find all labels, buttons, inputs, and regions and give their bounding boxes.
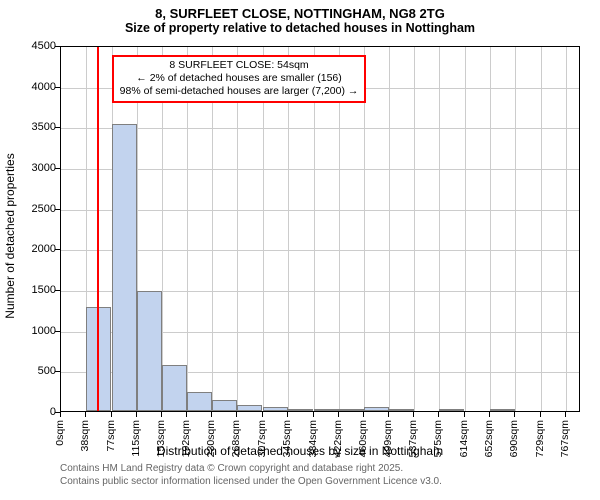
x-tick-mark: [313, 412, 314, 417]
histogram-bar: [263, 407, 288, 411]
grid-line-vertical: [414, 47, 415, 411]
chart-title: 8, SURFLEET CLOSE, NOTTINGHAM, NG8 2TG: [0, 0, 600, 21]
grid-line-vertical: [389, 47, 390, 411]
histogram-bar: [339, 409, 364, 411]
y-tick-label: 3000: [8, 162, 56, 174]
histogram-bar: [237, 405, 262, 411]
x-tick-mark: [464, 412, 465, 417]
x-axis-label: Distribution of detached houses by size …: [0, 444, 600, 458]
x-tick-mark: [514, 412, 515, 417]
histogram-bar: [212, 400, 237, 411]
annotation-line-1: 8 SURFLEET CLOSE: 54sqm: [120, 59, 359, 72]
x-tick-mark: [136, 412, 137, 417]
y-tick-label: 1500: [8, 284, 56, 296]
x-tick-mark: [85, 412, 86, 417]
x-tick-mark: [540, 412, 541, 417]
x-tick-mark: [262, 412, 263, 417]
x-tick-mark: [565, 412, 566, 417]
x-tick-mark: [186, 412, 187, 417]
x-tick-mark: [388, 412, 389, 417]
x-tick-mark: [211, 412, 212, 417]
histogram-bar: [187, 392, 212, 411]
grid-line-vertical: [439, 47, 440, 411]
histogram-bar: [314, 409, 339, 411]
x-tick-mark: [338, 412, 339, 417]
grid-line-vertical: [541, 47, 542, 411]
grid-line-vertical: [515, 47, 516, 411]
histogram-bar: [389, 409, 414, 411]
annotation-box: 8 SURFLEET CLOSE: 54sqm ← 2% of detached…: [112, 55, 367, 102]
x-tick-mark: [489, 412, 490, 417]
grid-line-horizontal: [61, 128, 579, 129]
annotation-line-2: ← 2% of detached houses are smaller (156…: [120, 72, 359, 85]
y-tick-label: 4500: [8, 40, 56, 52]
credits-line-2: Contains public sector information licen…: [60, 475, 442, 488]
grid-line-horizontal: [61, 250, 579, 251]
x-tick-mark: [60, 412, 61, 417]
histogram-bar: [112, 124, 137, 411]
y-tick-label: 4000: [8, 81, 56, 93]
y-tick-label: 0: [8, 406, 56, 418]
chart-container: 8, SURFLEET CLOSE, NOTTINGHAM, NG8 2TG S…: [0, 0, 600, 500]
credits-block: Contains HM Land Registry data © Crown c…: [60, 462, 442, 488]
plot-area: 8 SURFLEET CLOSE: 54sqm ← 2% of detached…: [60, 46, 580, 412]
x-tick-mark: [236, 412, 237, 417]
x-tick-mark: [413, 412, 414, 417]
grid-line-vertical: [490, 47, 491, 411]
y-tick-label: 500: [8, 365, 56, 377]
x-tick-mark: [438, 412, 439, 417]
grid-line-horizontal: [61, 210, 579, 211]
x-tick-mark: [363, 412, 364, 417]
x-tick-mark: [287, 412, 288, 417]
x-tick-mark: [161, 412, 162, 417]
y-tick-label: 3500: [8, 121, 56, 133]
grid-line-vertical: [566, 47, 567, 411]
credits-line-1: Contains HM Land Registry data © Crown c…: [60, 462, 442, 475]
y-tick-label: 2500: [8, 203, 56, 215]
property-marker-line: [97, 47, 99, 411]
y-tick-label: 1000: [8, 325, 56, 337]
grid-line-vertical: [465, 47, 466, 411]
histogram-bar: [490, 409, 515, 411]
x-tick-mark: [111, 412, 112, 417]
histogram-bar: [288, 409, 313, 411]
histogram-bar: [439, 409, 464, 411]
annotation-line-3: 98% of semi-detached houses are larger (…: [120, 85, 359, 98]
y-tick-label: 2000: [8, 243, 56, 255]
chart-subtitle: Size of property relative to detached ho…: [0, 21, 600, 39]
histogram-bar: [162, 365, 187, 411]
grid-line-horizontal: [61, 169, 579, 170]
histogram-bar: [364, 407, 389, 411]
histogram-bar: [137, 291, 162, 411]
